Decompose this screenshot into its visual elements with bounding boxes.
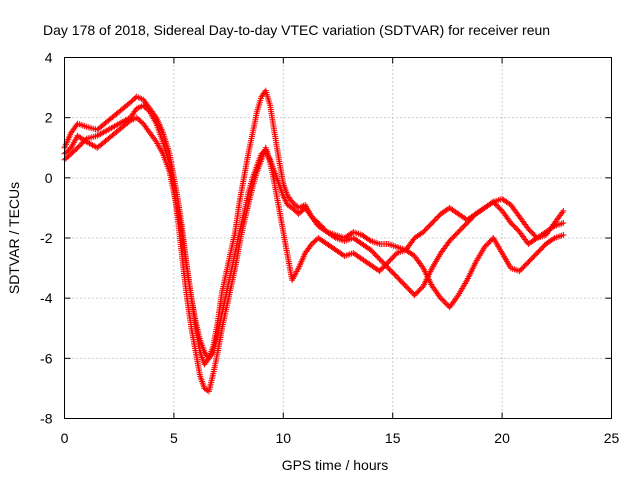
y-tick-label: 0 [45,170,53,186]
data-point [550,236,557,242]
data-point [560,207,567,214]
data-point [366,237,373,243]
series-track-3 [61,102,567,395]
data-series [61,87,567,395]
x-tick-label: 5 [170,430,178,446]
grid [64,57,612,419]
y-tick-label: -8 [40,411,53,427]
y-tick-label: -4 [40,290,53,306]
y-tick-label: 2 [45,110,53,126]
data-point [560,219,567,226]
chart-title: Day 178 of 2018, Sidereal Day-to-day VTE… [43,22,550,38]
data-point [560,231,567,238]
x-tick-label: 25 [604,430,620,446]
x-tick-label: 20 [494,430,510,446]
x-tick-label: 15 [385,430,401,446]
x-tick-label: 0 [61,430,69,446]
data-point [559,209,566,216]
series-track-2 [61,87,567,368]
x-tick-label: 10 [276,430,292,446]
y-tick-label: -6 [40,350,53,366]
y-tick-label: 4 [45,50,53,66]
y-axis-label: SDTVAR / TECUs [6,182,22,294]
y-tick-label: -2 [40,230,53,246]
x-axis-label: GPS time / hours [282,457,389,473]
data-point [488,199,495,206]
data-point [82,137,89,143]
